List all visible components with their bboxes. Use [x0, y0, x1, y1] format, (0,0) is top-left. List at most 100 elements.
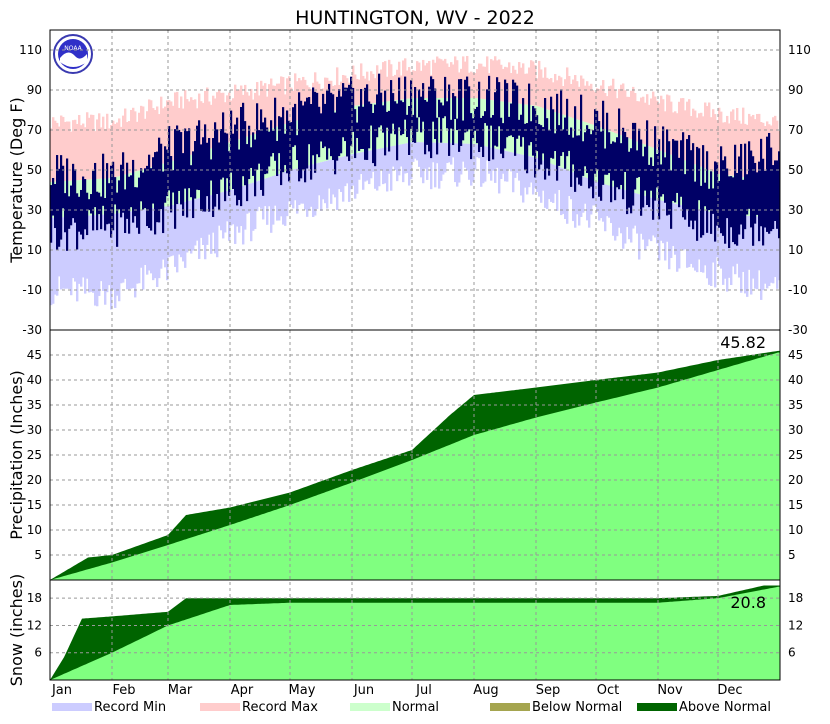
record-min-bar [608, 185, 611, 218]
actual-temp-bar [548, 129, 551, 176]
actual-temp-bar [776, 160, 779, 229]
record-min-bar [504, 150, 507, 182]
record-min-bar [716, 213, 719, 258]
actual-temp-bar [716, 162, 719, 226]
record-max-bar [640, 97, 643, 144]
record-min-bar [356, 153, 359, 194]
actual-temp-bar [242, 102, 245, 177]
y-tick-label-right: -30 [788, 323, 808, 337]
record-max-bar [208, 101, 211, 150]
record-min-bar [242, 186, 245, 245]
actual-temp-bar [314, 91, 317, 173]
y-tick-label-left: 6 [34, 646, 42, 660]
record-max-bar [754, 119, 757, 179]
record-min-bar [174, 204, 177, 267]
record-max-bar [276, 83, 279, 127]
record-min-bar [500, 149, 503, 179]
record-max-bar [478, 63, 481, 99]
y-axis-label-snow: Snow (inches) [7, 574, 26, 686]
record-min-bar [690, 207, 693, 264]
record-min-bar [642, 195, 645, 240]
record-min-bar [354, 153, 357, 199]
y-tick-label-right: 25 [788, 448, 803, 462]
actual-temp-bar [246, 144, 249, 202]
actual-temp-bar [60, 155, 63, 240]
y-tick-label-left: 70 [27, 123, 42, 137]
actual-temp-bar [744, 143, 747, 230]
record-max-bar [116, 122, 119, 177]
record-max-bar [554, 73, 557, 112]
actual-temp-bar [750, 150, 753, 228]
actual-temp-bar [298, 92, 301, 182]
record-max-bar [678, 101, 681, 158]
actual-temp-bar [398, 77, 401, 128]
record-max-bar [684, 110, 687, 161]
actual-temp-bar [324, 103, 327, 147]
record-min-bar [170, 205, 173, 257]
record-min-bar [752, 216, 755, 279]
record-min-bar [230, 190, 233, 226]
record-min-bar [646, 196, 649, 247]
record-max-bar [182, 108, 185, 158]
record-max-bar [454, 56, 457, 98]
record-min-bar [234, 188, 237, 244]
actual-temp-bar [550, 96, 553, 158]
actual-temp-bar [538, 124, 541, 170]
record-max-bar [470, 71, 473, 98]
record-max-bar [434, 62, 437, 98]
y-tick-label-left: -10 [22, 283, 42, 297]
record-min-bar [520, 154, 523, 196]
record-max-bar [450, 62, 453, 98]
record-min-bar [554, 165, 557, 194]
normal-band-bar [442, 98, 445, 143]
actual-temp-bar [444, 76, 447, 117]
record-min-bar [84, 215, 87, 294]
actual-temp-bar [304, 101, 307, 183]
actual-temp-bar [600, 131, 603, 201]
actual-temp-bar [276, 140, 279, 177]
record-max-bar [138, 112, 141, 171]
actual-temp-bar [638, 128, 641, 178]
record-min-bar [236, 188, 239, 227]
record-min-bar [744, 215, 747, 294]
record-min-bar [58, 217, 61, 277]
record-max-bar [494, 56, 497, 101]
record-min-bar [200, 197, 203, 238]
actual-temp-bar [418, 89, 421, 118]
actual-temp-bar [154, 152, 157, 235]
record-max-bar [572, 79, 575, 118]
record-min-bar [312, 164, 315, 218]
actual-temp-bar [176, 125, 179, 205]
actual-temp-bar [674, 140, 677, 203]
record-max-bar [56, 122, 59, 182]
record-max-bar [98, 113, 101, 179]
record-max-bar [690, 116, 693, 163]
legend-swatch [350, 703, 390, 711]
record-max-bar [536, 78, 539, 106]
record-max-bar [162, 108, 165, 164]
record-min-bar [424, 142, 427, 169]
record-min-bar [176, 203, 179, 273]
actual-temp-bar [238, 149, 241, 200]
actual-temp-bar [158, 137, 161, 223]
actual-temp-bar [748, 141, 751, 209]
record-min-bar [590, 179, 593, 215]
record-max-bar [696, 117, 699, 166]
record-max-bar [590, 83, 593, 124]
actual-temp-bar [596, 110, 599, 170]
record-max-bar [284, 94, 287, 124]
record-max-bar [718, 107, 721, 174]
actual-temp-bar [580, 94, 583, 186]
x-tick-label: Nov [657, 683, 683, 698]
record-max-bar [546, 77, 549, 110]
record-min-bar [518, 153, 521, 181]
actual-temp-bar [152, 157, 155, 204]
record-min-bar [562, 168, 565, 214]
actual-temp-bar [426, 101, 429, 145]
record-max-bar [386, 76, 389, 102]
actual-temp-bar [160, 143, 163, 210]
y-axis-label-precipitation: Precipitation (Inches) [7, 370, 26, 540]
actual-temp-bar [678, 157, 681, 208]
record-max-bar [704, 102, 707, 169]
record-min-bar [342, 156, 345, 202]
